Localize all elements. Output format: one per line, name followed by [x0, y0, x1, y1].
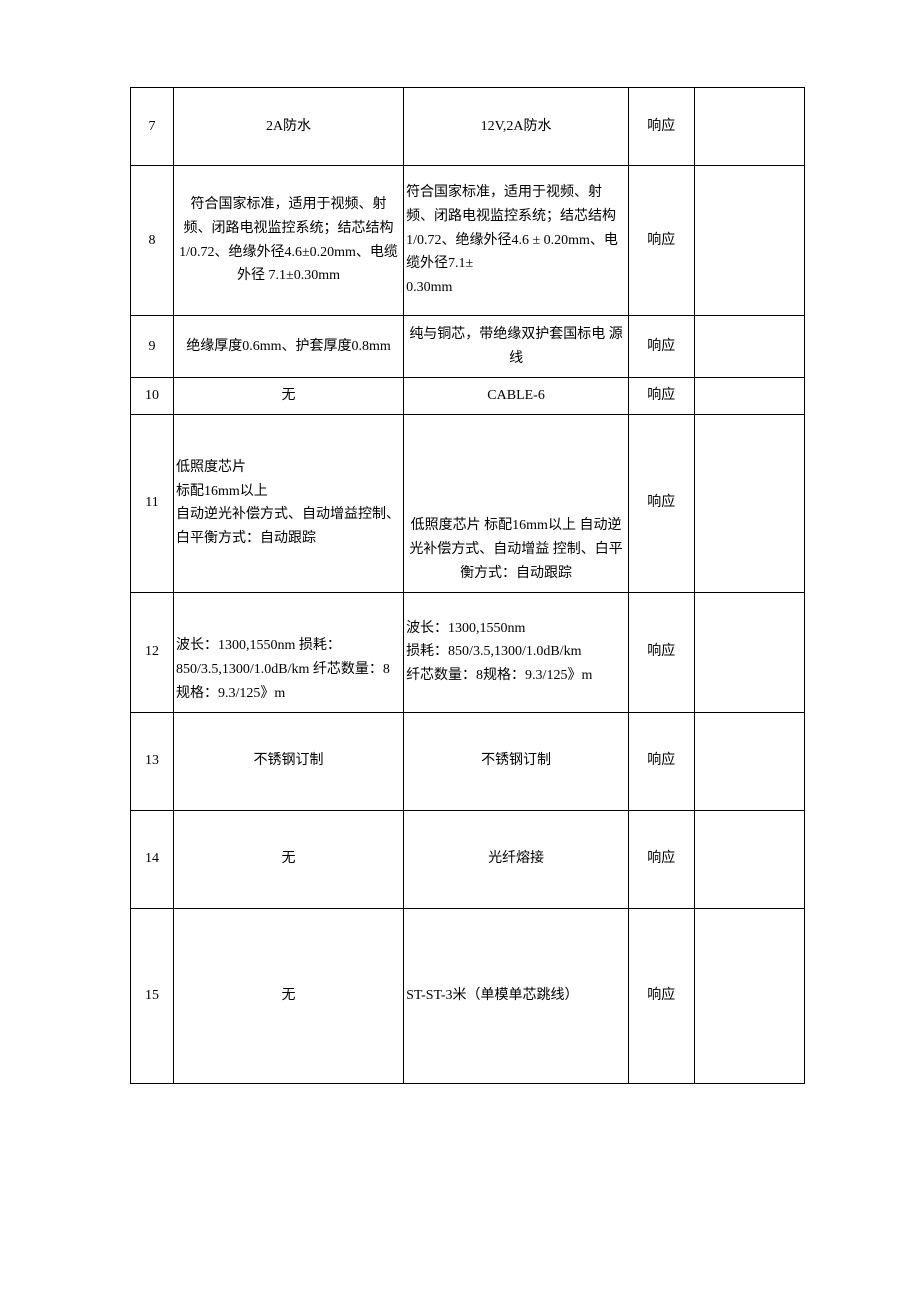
spec-table: 7 2A防水 12V,2A防水 响应 8 符合国家标准，适用于视频、射频、闭路电… — [130, 87, 805, 1084]
cell-resp: 响应 — [629, 166, 694, 316]
cell-spec2: 12V,2A防水 — [404, 88, 629, 166]
cell-num: 13 — [131, 712, 174, 810]
cell-num: 12 — [131, 592, 174, 712]
cell-last — [694, 592, 804, 712]
table-body: 7 2A防水 12V,2A防水 响应 8 符合国家标准，适用于视频、射频、闭路电… — [131, 88, 805, 1084]
cell-spec2: 波长：1300,1550nm损耗：850/3.5,1300/1.0dB/km纤芯… — [404, 592, 629, 712]
table-row: 10 无 CABLE-6 响应 — [131, 378, 805, 415]
cell-resp: 响应 — [629, 592, 694, 712]
cell-resp: 响应 — [629, 810, 694, 908]
cell-spec2: 低照度芯片 标配16mm以上 自动逆光补偿方式、自动增益 控制、白平衡方式：自动… — [404, 414, 629, 592]
cell-num: 15 — [131, 908, 174, 1083]
cell-spec2: CABLE-6 — [404, 378, 629, 415]
table-row: 12 波长：1300,1550nm 损耗：850/3.5,1300/1.0dB/… — [131, 592, 805, 712]
cell-last — [694, 316, 804, 378]
cell-last — [694, 378, 804, 415]
cell-last — [694, 414, 804, 592]
cell-resp: 响应 — [629, 378, 694, 415]
cell-resp: 响应 — [629, 712, 694, 810]
table-row: 8 符合国家标准，适用于视频、射频、闭路电视监控系统；结芯结构1/0.72、绝缘… — [131, 166, 805, 316]
cell-spec2: 符合国家标准，适用于视频、射频、闭路电视监控系统；结芯结构1/0.72、绝缘外径… — [404, 166, 629, 316]
cell-spec1: 无 — [173, 810, 403, 908]
cell-last — [694, 166, 804, 316]
cell-num: 10 — [131, 378, 174, 415]
table-row: 9 绝缘厚度0.6mm、护套厚度0.8mm 纯与铜芯，带绝缘双护套国标电 源线 … — [131, 316, 805, 378]
cell-spec1: 绝缘厚度0.6mm、护套厚度0.8mm — [173, 316, 403, 378]
cell-num: 8 — [131, 166, 174, 316]
cell-spec1: 无 — [173, 378, 403, 415]
cell-resp: 响应 — [629, 316, 694, 378]
table-row: 7 2A防水 12V,2A防水 响应 — [131, 88, 805, 166]
cell-last — [694, 88, 804, 166]
cell-num: 9 — [131, 316, 174, 378]
cell-spec2: ST-ST-3米（单模单芯跳线） — [404, 908, 629, 1083]
cell-spec1: 波长：1300,1550nm 损耗：850/3.5,1300/1.0dB/km … — [173, 592, 403, 712]
cell-spec1: 符合国家标准，适用于视频、射频、闭路电视监控系统；结芯结构1/0.72、绝缘外径… — [173, 166, 403, 316]
cell-num: 11 — [131, 414, 174, 592]
table-row: 14 无 光纤熔接 响应 — [131, 810, 805, 908]
cell-spec1: 低照度芯片标配16mm以上自动逆光补偿方式、自动增益控制、白平衡方式：自动跟踪 — [173, 414, 403, 592]
cell-num: 14 — [131, 810, 174, 908]
cell-last — [694, 908, 804, 1083]
cell-spec2: 纯与铜芯，带绝缘双护套国标电 源线 — [404, 316, 629, 378]
cell-resp: 响应 — [629, 908, 694, 1083]
cell-spec1: 不锈钢订制 — [173, 712, 403, 810]
cell-num: 7 — [131, 88, 174, 166]
table-row: 13 不锈钢订制 不锈钢订制 响应 — [131, 712, 805, 810]
cell-last — [694, 810, 804, 908]
cell-last — [694, 712, 804, 810]
cell-spec2: 不锈钢订制 — [404, 712, 629, 810]
cell-spec1: 无 — [173, 908, 403, 1083]
cell-spec2: 光纤熔接 — [404, 810, 629, 908]
cell-resp: 响应 — [629, 88, 694, 166]
table-row: 11 低照度芯片标配16mm以上自动逆光补偿方式、自动增益控制、白平衡方式：自动… — [131, 414, 805, 592]
cell-spec1: 2A防水 — [173, 88, 403, 166]
table-row: 15 无 ST-ST-3米（单模单芯跳线） 响应 — [131, 908, 805, 1083]
cell-resp: 响应 — [629, 414, 694, 592]
